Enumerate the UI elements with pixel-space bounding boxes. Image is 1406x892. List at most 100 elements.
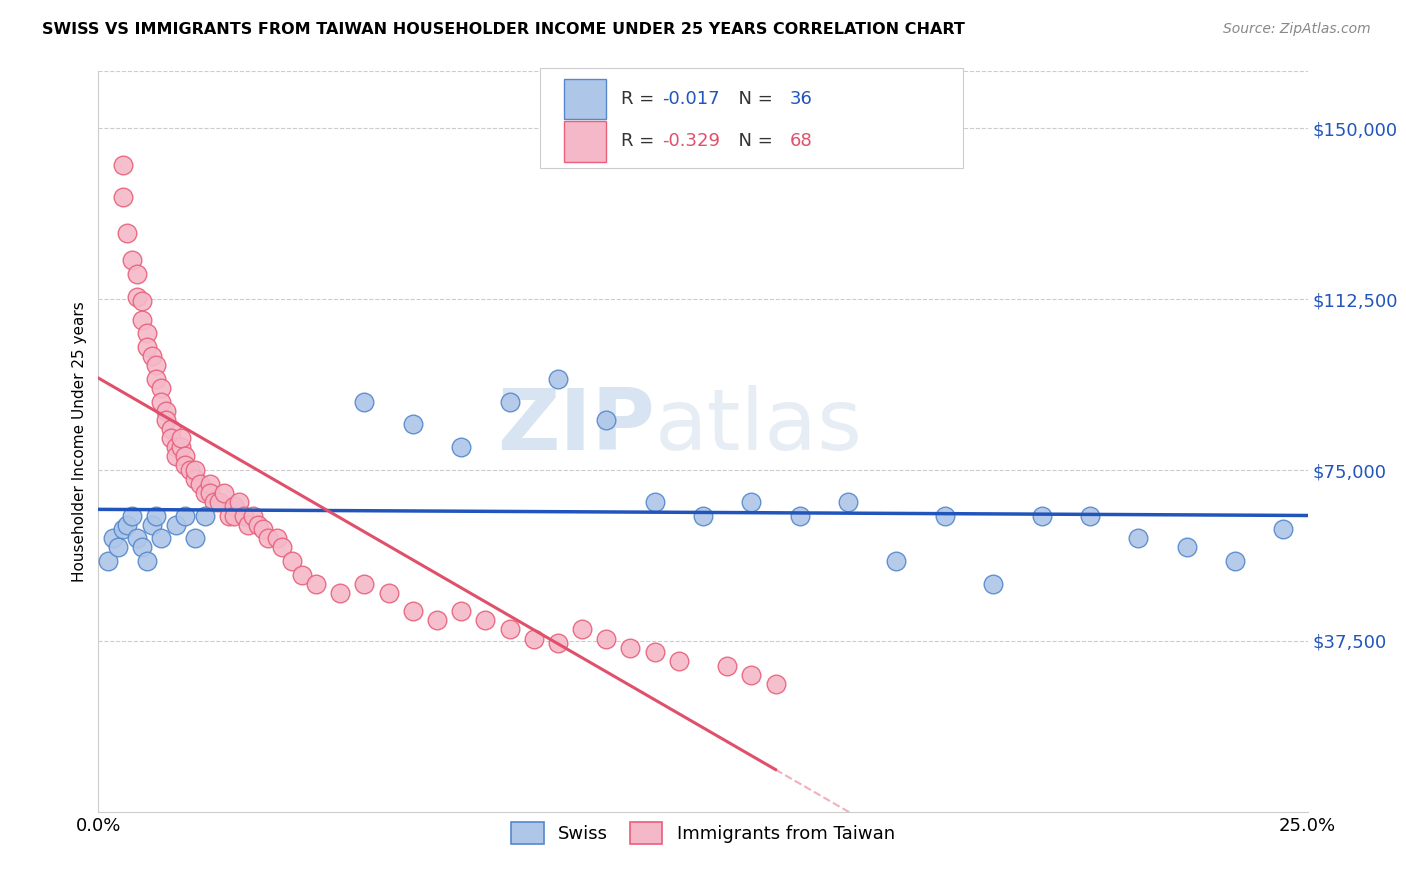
- Point: [145, 372, 167, 386]
- Point: [131, 541, 153, 555]
- Point: [1078, 508, 1101, 523]
- Point: [141, 517, 163, 532]
- Point: [107, 541, 129, 555]
- Text: N =: N =: [727, 90, 779, 108]
- Point: [402, 417, 425, 432]
- Point: [121, 508, 143, 523]
- Point: [1128, 532, 1150, 546]
- Text: atlas: atlas: [655, 385, 863, 468]
- Point: [377, 586, 399, 600]
- Point: [222, 500, 245, 514]
- Point: [716, 659, 738, 673]
- Point: [127, 267, 149, 281]
- Text: R =: R =: [621, 90, 659, 108]
- Point: [135, 326, 157, 341]
- Point: [160, 422, 183, 436]
- Point: [198, 485, 221, 500]
- Point: [523, 632, 546, 646]
- Text: ZIP: ZIP: [496, 385, 655, 468]
- Point: [155, 413, 177, 427]
- Text: Source: ZipAtlas.com: Source: ZipAtlas.com: [1223, 22, 1371, 37]
- Y-axis label: Householder Income Under 25 years: Householder Income Under 25 years: [72, 301, 87, 582]
- Point: [789, 508, 811, 523]
- Point: [981, 577, 1004, 591]
- Point: [155, 404, 177, 418]
- Point: [111, 189, 134, 203]
- Legend: Swiss, Immigrants from Taiwan: Swiss, Immigrants from Taiwan: [501, 811, 905, 855]
- Point: [222, 508, 245, 523]
- Point: [121, 253, 143, 268]
- Point: [934, 508, 956, 523]
- Point: [141, 349, 163, 363]
- Point: [238, 517, 260, 532]
- Point: [571, 623, 593, 637]
- Point: [208, 495, 231, 509]
- Point: [474, 613, 496, 627]
- Point: [740, 668, 762, 682]
- Point: [290, 567, 312, 582]
- Point: [111, 522, 134, 536]
- Point: [547, 636, 569, 650]
- Point: [1223, 554, 1246, 568]
- Text: 68: 68: [790, 133, 813, 151]
- Point: [886, 554, 908, 568]
- Point: [266, 532, 288, 546]
- Point: [111, 158, 134, 172]
- Text: SWISS VS IMMIGRANTS FROM TAIWAN HOUSEHOLDER INCOME UNDER 25 YEARS CORRELATION CH: SWISS VS IMMIGRANTS FROM TAIWAN HOUSEHOL…: [42, 22, 965, 37]
- Point: [450, 604, 472, 618]
- Point: [426, 613, 449, 627]
- Point: [198, 476, 221, 491]
- Point: [135, 554, 157, 568]
- Point: [450, 440, 472, 454]
- Point: [212, 485, 235, 500]
- FancyBboxPatch shape: [564, 78, 606, 120]
- Point: [668, 654, 690, 668]
- Point: [247, 517, 270, 532]
- Text: -0.329: -0.329: [662, 133, 720, 151]
- Point: [165, 450, 187, 464]
- Point: [145, 358, 167, 372]
- Point: [271, 541, 294, 555]
- Point: [837, 495, 859, 509]
- Point: [644, 645, 666, 659]
- Point: [232, 508, 254, 523]
- Point: [547, 372, 569, 386]
- Point: [252, 522, 274, 536]
- Point: [595, 413, 617, 427]
- Point: [1272, 522, 1295, 536]
- Point: [150, 381, 173, 395]
- Point: [256, 532, 278, 546]
- Point: [188, 476, 211, 491]
- Point: [169, 440, 191, 454]
- Point: [97, 554, 120, 568]
- Point: [165, 517, 187, 532]
- Text: 36: 36: [790, 90, 813, 108]
- Point: [184, 472, 207, 486]
- Point: [242, 508, 264, 523]
- Point: [174, 508, 197, 523]
- Point: [174, 458, 197, 473]
- FancyBboxPatch shape: [540, 68, 963, 168]
- Point: [174, 450, 197, 464]
- Point: [127, 290, 149, 304]
- Point: [194, 508, 217, 523]
- Point: [150, 532, 173, 546]
- Point: [145, 508, 167, 523]
- Point: [127, 532, 149, 546]
- Point: [131, 312, 153, 326]
- Point: [117, 226, 139, 240]
- Point: [1175, 541, 1198, 555]
- Point: [218, 508, 240, 523]
- Point: [169, 431, 191, 445]
- Point: [204, 495, 226, 509]
- Point: [184, 532, 207, 546]
- Point: [498, 623, 520, 637]
- Point: [131, 294, 153, 309]
- Point: [101, 532, 124, 546]
- Point: [619, 640, 641, 655]
- Text: R =: R =: [621, 133, 659, 151]
- Point: [228, 495, 250, 509]
- Point: [644, 495, 666, 509]
- Point: [740, 495, 762, 509]
- Point: [179, 463, 201, 477]
